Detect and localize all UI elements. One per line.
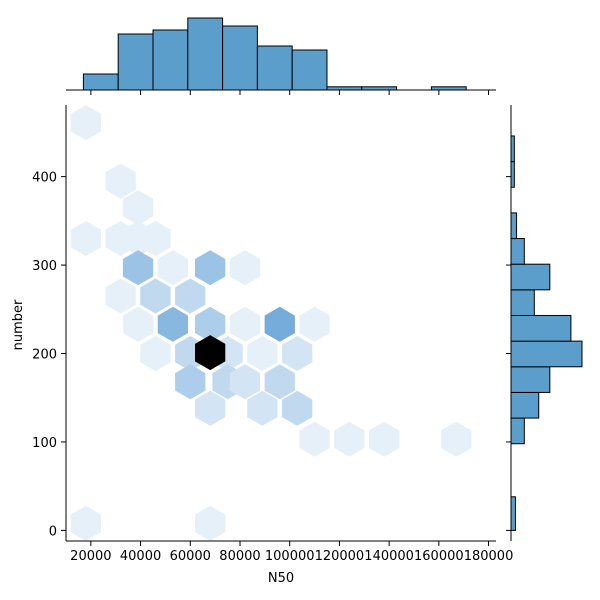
hexbin-38 (195, 505, 226, 541)
hexbin-layer (70, 105, 472, 541)
right-hist-bar-2 (510, 391, 540, 419)
y-tick-label-1: 100 (32, 436, 57, 451)
top-hist-bar-5 (256, 45, 293, 91)
top-hist-bar-6 (291, 49, 328, 91)
hexbin-9 (195, 250, 226, 286)
hexbin-13 (175, 278, 206, 314)
top-hist-bar-2 (152, 29, 189, 91)
hexbin-19 (299, 306, 330, 342)
x-tick-label-8: 180000 (464, 549, 514, 564)
y-tick-label-3: 300 (32, 259, 57, 274)
y-tick-label-0: 0 (49, 524, 57, 539)
hexbin-12 (140, 278, 171, 314)
hexbin-35 (369, 421, 400, 457)
hexbin-23 (247, 336, 278, 371)
hexbin-1 (105, 163, 136, 199)
right-hist-bar-7 (510, 263, 551, 291)
hexbin-0 (70, 105, 101, 141)
hexbin-3 (70, 221, 101, 256)
hexbin-16 (195, 306, 226, 342)
right-hist-bar-8 (510, 238, 525, 265)
x-tick-label-2: 60000 (170, 549, 211, 564)
hexbin-34 (334, 421, 365, 457)
hexbin-31 (247, 390, 278, 426)
hexbin-20 (140, 336, 171, 371)
top-marginal-histogram (66, 17, 496, 95)
x-tick-label-7: 160000 (414, 549, 464, 564)
right-hist-bar-9 (510, 212, 518, 240)
hexbin-7 (122, 250, 154, 286)
right-hist-bar-1 (510, 417, 525, 445)
x-tick-label-3: 80000 (219, 549, 260, 564)
y-axis-title: number (11, 299, 26, 350)
hexbin-8 (157, 250, 188, 286)
right-marginal-histogram (506, 105, 583, 541)
x-tick-label-4: 100000 (265, 549, 315, 564)
hexbin-14 (122, 306, 154, 342)
hexbin-32 (282, 390, 313, 426)
hexbin-2 (122, 190, 154, 226)
top-hist-bar-0 (82, 73, 119, 91)
hexbin-36 (441, 421, 472, 457)
hexbin-10 (229, 250, 261, 286)
top-hist-bar-1 (117, 33, 154, 91)
hexbin-17 (229, 306, 261, 342)
axes-layer: 20000 40000 60000 80000 100000 120000 140000 16… (32, 105, 513, 564)
hexbin-15 (157, 306, 188, 342)
right-hist-bar-6 (510, 289, 535, 316)
hexbin-26 (175, 364, 206, 400)
hexbin-30 (195, 390, 226, 426)
right-hist-bar-5 (510, 314, 572, 342)
hexbin-25 (195, 335, 226, 371)
hexbin-29 (264, 364, 295, 400)
top-hist-bar-3 (187, 17, 224, 91)
x-tick-label-6: 140000 (364, 549, 414, 564)
hexbin-33 (299, 421, 330, 457)
hexbin-37 (70, 505, 101, 541)
x-axis-title: N50 (268, 571, 294, 586)
x-tick-label-0: 20000 (70, 549, 111, 564)
y-tick-label-4: 400 (32, 171, 57, 186)
right-hist-bar-4 (510, 340, 583, 368)
hexbin-24 (282, 336, 313, 371)
right-hist-bar-0 (510, 496, 516, 531)
hexbin-28 (229, 364, 261, 400)
hexbin-11 (105, 278, 136, 314)
x-tick-label-5: 120000 (315, 549, 365, 564)
top-hist-bar-4 (222, 25, 258, 91)
right-hist-bar-3 (510, 366, 551, 393)
hexbin-18 (264, 306, 295, 342)
hexbin-6 (140, 221, 171, 256)
y-tick-label-2: 200 (32, 348, 57, 363)
x-tick-label-1: 40000 (120, 549, 161, 564)
